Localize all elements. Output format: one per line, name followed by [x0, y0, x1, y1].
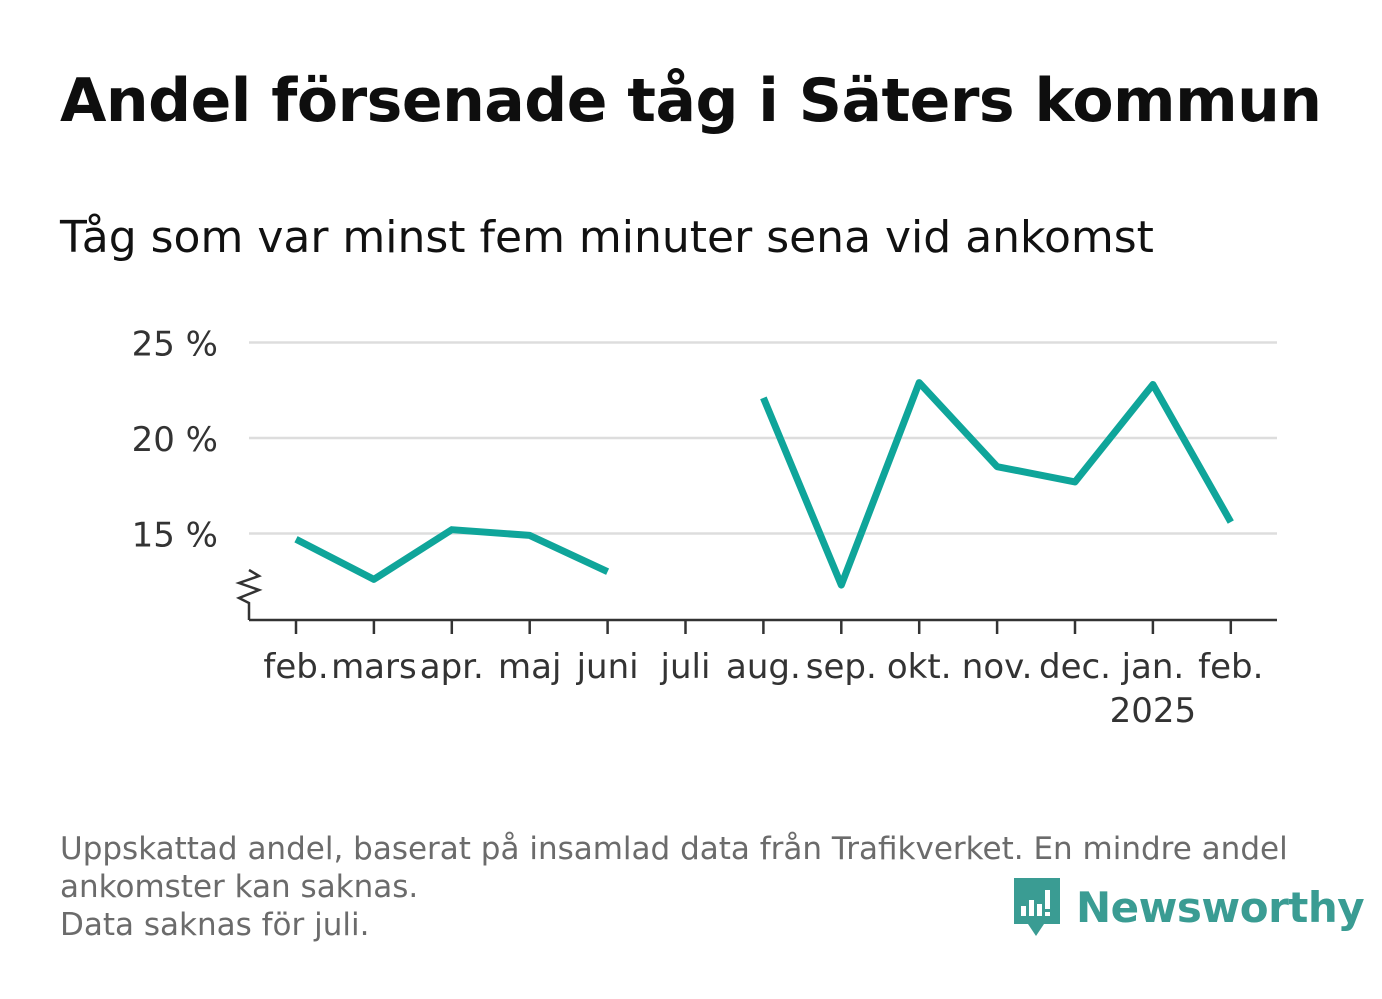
x-tick-label-8: okt.: [887, 647, 952, 687]
x-tick-label-12: feb.: [1198, 647, 1263, 687]
y-axis-tick-labels: 15 % 20 % 25 %: [132, 325, 218, 556]
x-tick-label-5: juli: [660, 647, 711, 687]
y-tick-label-15: 15 %: [132, 516, 218, 556]
x-tick-label-6: aug.: [726, 647, 801, 687]
x-tick-label-1: mars: [331, 647, 417, 687]
grid-lines: [249, 341, 1277, 535]
x-tick-label-3: maj: [498, 647, 561, 687]
x-axis-tick-labels: feb. mars apr. maj juni juli aug. sep. okt. nov. d…: [263, 647, 1263, 731]
y-tick-label-25: 25 %: [132, 325, 218, 365]
newsworthy-logo[interactable]: Newsworthy: [1012, 878, 1365, 936]
y-tick-label-20: 20 %: [132, 420, 218, 460]
x-axis: [235, 568, 1277, 634]
newsworthy-logo-icon: [1014, 878, 1060, 936]
x-tick-label-11: jan.: [1121, 647, 1185, 687]
x-tick-label-4: juni: [576, 647, 639, 687]
y-axis-break-symbol: [235, 568, 263, 620]
series-0-segment-0: [294, 526, 610, 583]
footnote-line-2: ankomster kan saknas.: [60, 869, 419, 905]
x-tick-label-2: apr.: [420, 647, 484, 687]
chart-subtitle: Tåg som var minst fem minuter sena vid a…: [60, 212, 1154, 263]
footnote-line-1: Uppskattad andel, baserat på insamlad da…: [60, 831, 1288, 867]
brand-name: Newsworthy: [1076, 882, 1365, 932]
x-tick-label-10: dec.: [1039, 647, 1111, 687]
chart-title: Andel försenade tåg i Säters kommun: [60, 66, 1322, 136]
footnote-line-3: Data saknas för juli.: [60, 907, 370, 943]
x-year-label: 2025: [1110, 691, 1197, 731]
x-tick-label-9: nov.: [962, 647, 1033, 687]
series-0-segment-1: [760, 379, 1234, 589]
footnote: Uppskattad andel, baserat på insamlad da…: [60, 830, 1320, 944]
x-tick-label-7: sep.: [806, 647, 877, 687]
x-tick-label-0: feb.: [263, 647, 328, 687]
series-line: [294, 379, 1234, 589]
